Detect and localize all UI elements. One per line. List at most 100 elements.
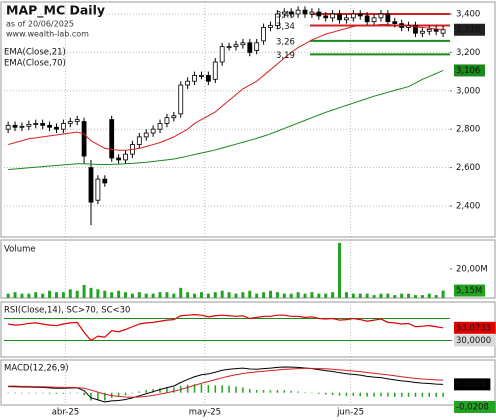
volume-bar bbox=[117, 290, 121, 298]
value-label-box bbox=[454, 378, 491, 391]
panel-title: RSI(Close,14), SC>70, SC<30 bbox=[4, 306, 130, 316]
histogram-bar bbox=[69, 392, 72, 394]
candle-body bbox=[392, 21, 398, 24]
histogram-bar bbox=[200, 384, 203, 393]
volume-bar bbox=[372, 295, 376, 298]
histogram-bar bbox=[166, 387, 168, 393]
histogram-bar bbox=[421, 392, 424, 397]
candle-body bbox=[426, 28, 432, 32]
marks-layer bbox=[4, 6, 450, 403]
candle-body bbox=[116, 157, 122, 161]
y-tick-label: 2,800 bbox=[456, 125, 480, 135]
candle-body bbox=[171, 115, 177, 119]
value-label: 3,318 bbox=[456, 25, 480, 35]
histogram-bar bbox=[407, 392, 410, 397]
candle-body bbox=[413, 25, 418, 34]
candle-body bbox=[95, 178, 101, 201]
y-tick-label: 3,200 bbox=[456, 48, 480, 58]
volume-bar bbox=[61, 292, 65, 298]
histogram-bar bbox=[442, 392, 444, 397]
volume-bar bbox=[144, 293, 148, 298]
candle-body bbox=[74, 119, 80, 122]
volume-bar bbox=[268, 290, 272, 298]
volume-bar bbox=[262, 292, 266, 298]
volume-bar bbox=[386, 293, 390, 298]
indicator-line bbox=[8, 314, 444, 342]
volume-bar bbox=[296, 292, 300, 298]
candle-body bbox=[33, 123, 39, 125]
candle-body bbox=[309, 11, 315, 15]
histogram-bar bbox=[235, 386, 237, 393]
volume-bar bbox=[400, 293, 404, 298]
level-label: 3,19 bbox=[276, 51, 295, 61]
candle-body bbox=[199, 75, 204, 77]
candle-body bbox=[330, 13, 336, 19]
volume-bar bbox=[344, 292, 348, 298]
histogram-bar bbox=[21, 392, 23, 394]
y-tick-label: 3,000 bbox=[456, 86, 480, 96]
value-label-box bbox=[454, 23, 485, 36]
histogram-bar bbox=[297, 391, 299, 393]
histogram-bar bbox=[104, 392, 106, 401]
candle-body bbox=[60, 123, 66, 130]
histogram-bar bbox=[435, 392, 437, 398]
volume-bar bbox=[255, 293, 259, 298]
candle-body bbox=[26, 123, 32, 127]
histogram-bar bbox=[311, 392, 313, 394]
candle-body bbox=[371, 17, 377, 23]
candle-body bbox=[350, 13, 356, 19]
candle-body bbox=[88, 167, 94, 203]
value-label-box bbox=[454, 64, 485, 77]
value-label: 53,0733 bbox=[456, 323, 491, 333]
histogram-bar bbox=[28, 392, 30, 394]
candle-body bbox=[240, 42, 246, 46]
histogram-bar bbox=[304, 392, 306, 393]
x-tick-label: abr-25 bbox=[52, 408, 79, 418]
histogram-bar bbox=[373, 392, 375, 397]
histogram-bar bbox=[124, 392, 127, 396]
volume-bar bbox=[289, 293, 293, 298]
histogram-bar bbox=[380, 392, 382, 397]
indicator-line bbox=[8, 69, 444, 171]
histogram-bar bbox=[173, 387, 175, 393]
level-label: 3,26 bbox=[276, 37, 295, 47]
candle-body bbox=[81, 121, 87, 157]
panel-title: MACD(12,26,9) bbox=[4, 364, 69, 374]
histogram-bar bbox=[97, 392, 99, 401]
indicator-line bbox=[8, 24, 444, 151]
candle-body bbox=[109, 119, 115, 159]
histogram-bar bbox=[186, 384, 189, 393]
histogram-bar bbox=[131, 392, 134, 394]
volume-bar bbox=[275, 292, 279, 298]
legend-entry: EMA(Close,70) bbox=[4, 59, 66, 69]
candle-body bbox=[357, 13, 363, 17]
volume-bar bbox=[82, 284, 86, 298]
panel-title: Volume bbox=[4, 245, 36, 255]
volume-bar bbox=[89, 287, 93, 298]
histogram-bar bbox=[83, 392, 85, 396]
histogram-bar bbox=[394, 392, 396, 397]
candle-body bbox=[344, 17, 349, 21]
value-label: 0,0409 bbox=[456, 380, 486, 390]
histogram-bar bbox=[249, 389, 251, 393]
histogram-bar bbox=[387, 392, 389, 397]
candle-body bbox=[323, 15, 329, 19]
y-tick-label: 30,0000 bbox=[456, 336, 491, 346]
candle-body bbox=[157, 123, 163, 130]
volume-bar bbox=[282, 293, 286, 298]
volume-bar bbox=[227, 292, 231, 298]
x-tick-label: may-25 bbox=[189, 408, 221, 418]
histogram-bar bbox=[55, 392, 58, 394]
volume-bar bbox=[303, 293, 307, 298]
histogram-bar bbox=[414, 392, 417, 397]
candle-body bbox=[233, 44, 239, 48]
histogram-bar bbox=[7, 392, 9, 394]
volume-bar bbox=[213, 292, 217, 298]
candle-body bbox=[67, 121, 73, 124]
value-label-box bbox=[454, 400, 496, 413]
labels-layer: MAP_MC Daily as of 20/06/2025 www.wealth… bbox=[4, 3, 496, 418]
pane-frame bbox=[0, 359, 496, 406]
source: www.wealth-lab.com bbox=[6, 30, 89, 39]
candle-body bbox=[378, 13, 384, 19]
